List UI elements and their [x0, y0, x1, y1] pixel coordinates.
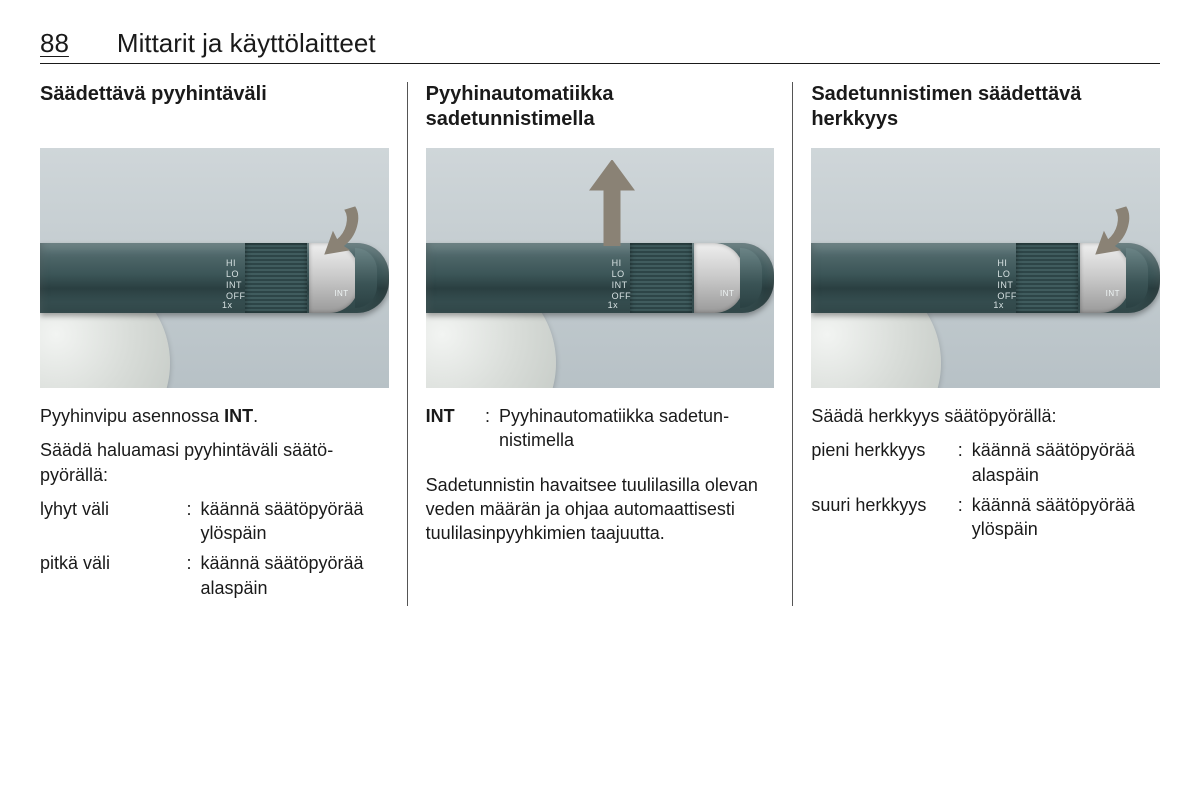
definition-desc: käännä säätöpyö­rää ylöspäin [200, 497, 388, 552]
content-columns: Säädettävä pyyhintäväli HI LO INT OFF 1x… [40, 82, 1160, 606]
stalk-1x-label: 1x [222, 300, 233, 311]
definition-row: INT : Pyyhinautomatiikka sadetun­nistime… [426, 404, 775, 459]
page-number: 88 [40, 28, 69, 59]
caption: Säädä herkkyys säätöpyörällä: [811, 404, 1160, 428]
column-1: Säädettävä pyyhintäväli HI LO INT OFF 1x… [40, 82, 407, 606]
page-header: 88 Mittarit ja käyttölaitteet [40, 28, 1160, 64]
illustration-wiper-interval: HI LO INT OFF 1x INT [40, 148, 389, 388]
definition-term: lyhyt väli [40, 497, 186, 552]
chapter-title: Mittarit ja käyttölaitteet [117, 28, 376, 59]
definition-term-bold: INT [426, 406, 455, 426]
definition-desc: käännä säätöpyö­rää alaspäin [972, 438, 1160, 493]
section-title: Sadetunnistimen säädettävä herkkyys [811, 82, 1160, 132]
definition-term: suuri herkkyys [811, 493, 957, 548]
rotate-arrow-icon [1066, 202, 1136, 260]
stalk-mode-labels: HI LO INT OFF [226, 258, 246, 302]
definition-row: suuri herkkyys : käännä säätöpyö­rää ylö… [811, 493, 1160, 548]
definition-row: pieni herkkyys : käännä säätöpyö­rää ala… [811, 438, 1160, 493]
column-2: Pyyhinautomatiikka sadetunnistimella HI … [407, 82, 793, 606]
definition-row: pitkä väli : käännä säätöpyö­rää alaspäi… [40, 551, 389, 606]
definition-colon: : [958, 438, 972, 493]
stalk-mode-labels: HI LO INT OFF [612, 258, 632, 302]
caption-post: . [253, 406, 258, 426]
stalk-1x-label: 1x [993, 300, 1004, 311]
stalk-tip-label: INT [720, 288, 734, 299]
definition-list: INT : Pyyhinautomatiikka sadetun­nistime… [426, 404, 775, 459]
definition-list: pieni herkkyys : käännä säätöpyö­rää ala… [811, 438, 1160, 547]
definition-colon: : [485, 404, 499, 459]
caption-line-2: Säädä haluamasi pyyhintäväli säätö­pyörä… [40, 438, 389, 487]
definition-desc: Pyyhinautomatiikka sadetun­nistimella [499, 404, 774, 459]
caption-bold: INT [224, 406, 253, 426]
caption-pre: Pyyhinvipu asennossa [40, 406, 224, 426]
definition-term: INT [426, 404, 485, 459]
definition-term: pitkä väli [40, 551, 186, 606]
body-paragraph: Sadetunnistin havaitsee tuulilasilla ole… [426, 473, 775, 546]
column-3: Sadetunnistimen säädettävä herkkyys HI L… [792, 82, 1160, 606]
definition-colon: : [186, 497, 200, 552]
definition-desc: käännä säätöpyö­rää alaspäin [200, 551, 388, 606]
definition-colon: : [958, 493, 972, 548]
definition-colon: : [186, 551, 200, 606]
push-up-arrow-icon [588, 160, 636, 246]
stalk-tip-label: INT [334, 288, 348, 299]
stalk-1x-label: 1x [608, 300, 619, 311]
illustration-rain-sensor-auto: HI LO INT OFF 1x INT [426, 148, 775, 388]
definition-list: lyhyt väli : käännä säätöpyö­rää ylöspäi… [40, 497, 389, 606]
rotate-arrow-icon [295, 202, 365, 260]
definition-row: lyhyt väli : käännä säätöpyö­rää ylöspäi… [40, 497, 389, 552]
section-title: Pyyhinautomatiikka sadetunnistimella [426, 82, 775, 132]
stalk-mode-labels: HI LO INT OFF [997, 258, 1017, 302]
stalk-tip-label: INT [1106, 288, 1120, 299]
section-title: Säädettävä pyyhintäväli [40, 82, 389, 132]
definition-desc: käännä säätöpyö­rää ylöspäin [972, 493, 1160, 548]
definition-term: pieni herkkyys [811, 438, 957, 493]
caption-line-1: Pyyhinvipu asennossa INT. [40, 404, 389, 428]
illustration-sensitivity: HI LO INT OFF 1x INT [811, 148, 1160, 388]
